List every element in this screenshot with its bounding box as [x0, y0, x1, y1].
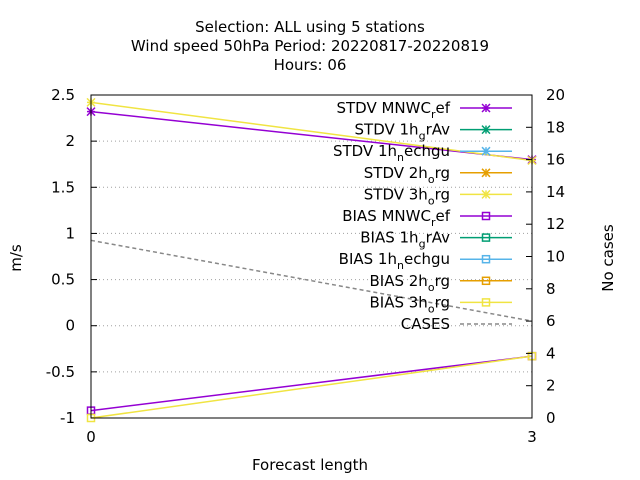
legend-label-sub: o [428, 173, 435, 186]
legend-label-2: STDV 1hnechgu [333, 142, 450, 164]
legend-label-10: CASES [401, 315, 450, 333]
series-line-9 [90, 355, 533, 419]
legend-label-main: STDV 3h [364, 185, 428, 203]
y-tick-label: 0.5 [51, 271, 75, 289]
legend-label-8: BIAS 2horg [370, 272, 451, 294]
grid [91, 140, 532, 373]
legend-label-sub: r [431, 216, 436, 229]
legend-label-main: BIAS 2h [370, 272, 428, 290]
legend-marker-8 [481, 276, 491, 286]
legend-label-tail: ef [435, 99, 450, 117]
x-tick-label: 3 [527, 428, 537, 446]
y2-tick-label: 12 [546, 215, 565, 233]
legend-marker-2 [481, 146, 491, 156]
legend-label-tail: rg [435, 185, 450, 203]
legend-label-sub: o [428, 194, 435, 207]
y2-axis-label: No cases [599, 224, 617, 292]
series-line-0 [90, 110, 533, 161]
series-line-10 [90, 239, 533, 322]
legend-label-sub: o [428, 302, 435, 315]
y-axis-label: m/s [7, 244, 25, 272]
legend-marker-4 [481, 189, 491, 199]
y2-tick-label: 14 [546, 183, 565, 201]
legend-marker-0 [481, 103, 491, 113]
legend-label-sub: r [431, 108, 436, 121]
y-tick-label: -0.5 [46, 363, 75, 381]
legend-marker-6 [481, 233, 491, 242]
legend-label-tail: rg [435, 272, 450, 290]
plot-frame [90, 94, 533, 419]
y-tick-label: 0 [65, 317, 75, 335]
legend-label-sub: g [419, 238, 426, 251]
legend-label-7: BIAS 1hnechgu [339, 250, 450, 272]
legend-marker-7 [481, 254, 491, 264]
legend-label-sub: n [397, 259, 404, 272]
legend-label-1: STDV 1hgrAv [355, 121, 451, 143]
legend-marker-5 [481, 211, 491, 221]
y2-tick-label: 4 [546, 344, 556, 362]
legend-marker-9 [481, 298, 491, 307]
y2-tick-label: 20 [546, 86, 565, 104]
y-tick-label: 2.5 [51, 86, 75, 104]
legend-label-0: STDV MNWCref [336, 99, 450, 121]
legend-label-tail: echgu [404, 142, 450, 160]
y2-tick-label: 0 [546, 409, 556, 427]
legend-label-3: STDV 2horg [364, 164, 450, 186]
legend-label-6: BIAS 1hgrAv [360, 229, 450, 251]
y-tick-label: 1.5 [51, 178, 75, 196]
series-line-5 [90, 355, 533, 412]
y2-tick-label: 6 [546, 312, 556, 330]
y2-tick-label: 8 [546, 280, 556, 298]
titles: Selection: ALL using 5 stations Wind spe… [7, 18, 617, 474]
legend-marker-1 [481, 125, 491, 135]
legend-label-main: STDV 2h [364, 164, 428, 182]
chart-title-line-3: Hours: 06 [274, 56, 347, 74]
legend-label-main: STDV 1h [333, 142, 397, 160]
y2-tick-label: 18 [546, 118, 565, 136]
legend-label-tail: rAv [426, 229, 451, 247]
legend-label-9: BIAS 3horg [370, 293, 451, 315]
chart-title-line-2: Wind speed 50hPa Period: 20220817-202208… [131, 37, 489, 55]
y2-tick-label: 10 [546, 248, 565, 266]
x-tick-label: 0 [86, 428, 96, 446]
y2-tick-label: 16 [546, 151, 565, 169]
legend-label-tail: echgu [404, 250, 450, 268]
y-tick-label: 1 [65, 224, 75, 242]
legend-label-sub: g [419, 130, 426, 143]
legend-label-5: BIAS MNWCref [342, 207, 450, 229]
legend-label-main: STDV 1h [355, 121, 419, 139]
legend-label-main: BIAS 1h [360, 229, 418, 247]
x-axis-label: Forecast length [252, 456, 368, 474]
legend-label-tail: ef [435, 207, 450, 225]
legend-label-main: BIAS MNWC [342, 207, 431, 225]
chart-title-line-1: Selection: ALL using 5 stations [195, 18, 425, 36]
legend-label-tail: rAv [426, 121, 451, 139]
legend-label-tail: rg [435, 164, 450, 182]
legend-label-main: BIAS 1h [339, 250, 397, 268]
legend-label-main: STDV MNWC [336, 99, 430, 117]
y-tick-label: -1 [60, 409, 75, 427]
legend-label-main: CASES [401, 315, 450, 333]
legend-label-tail: rg [435, 293, 450, 311]
legend-label-4: STDV 3horg [364, 185, 450, 207]
legend-label-sub: n [397, 151, 404, 164]
series-line-4 [90, 101, 533, 162]
legend-label-sub: o [428, 281, 435, 294]
legend-label-main: BIAS 3h [370, 293, 428, 311]
y-tick-label: 2 [65, 132, 75, 150]
y2-tick-label: 2 [546, 377, 556, 395]
legend-marker-3 [481, 168, 491, 178]
